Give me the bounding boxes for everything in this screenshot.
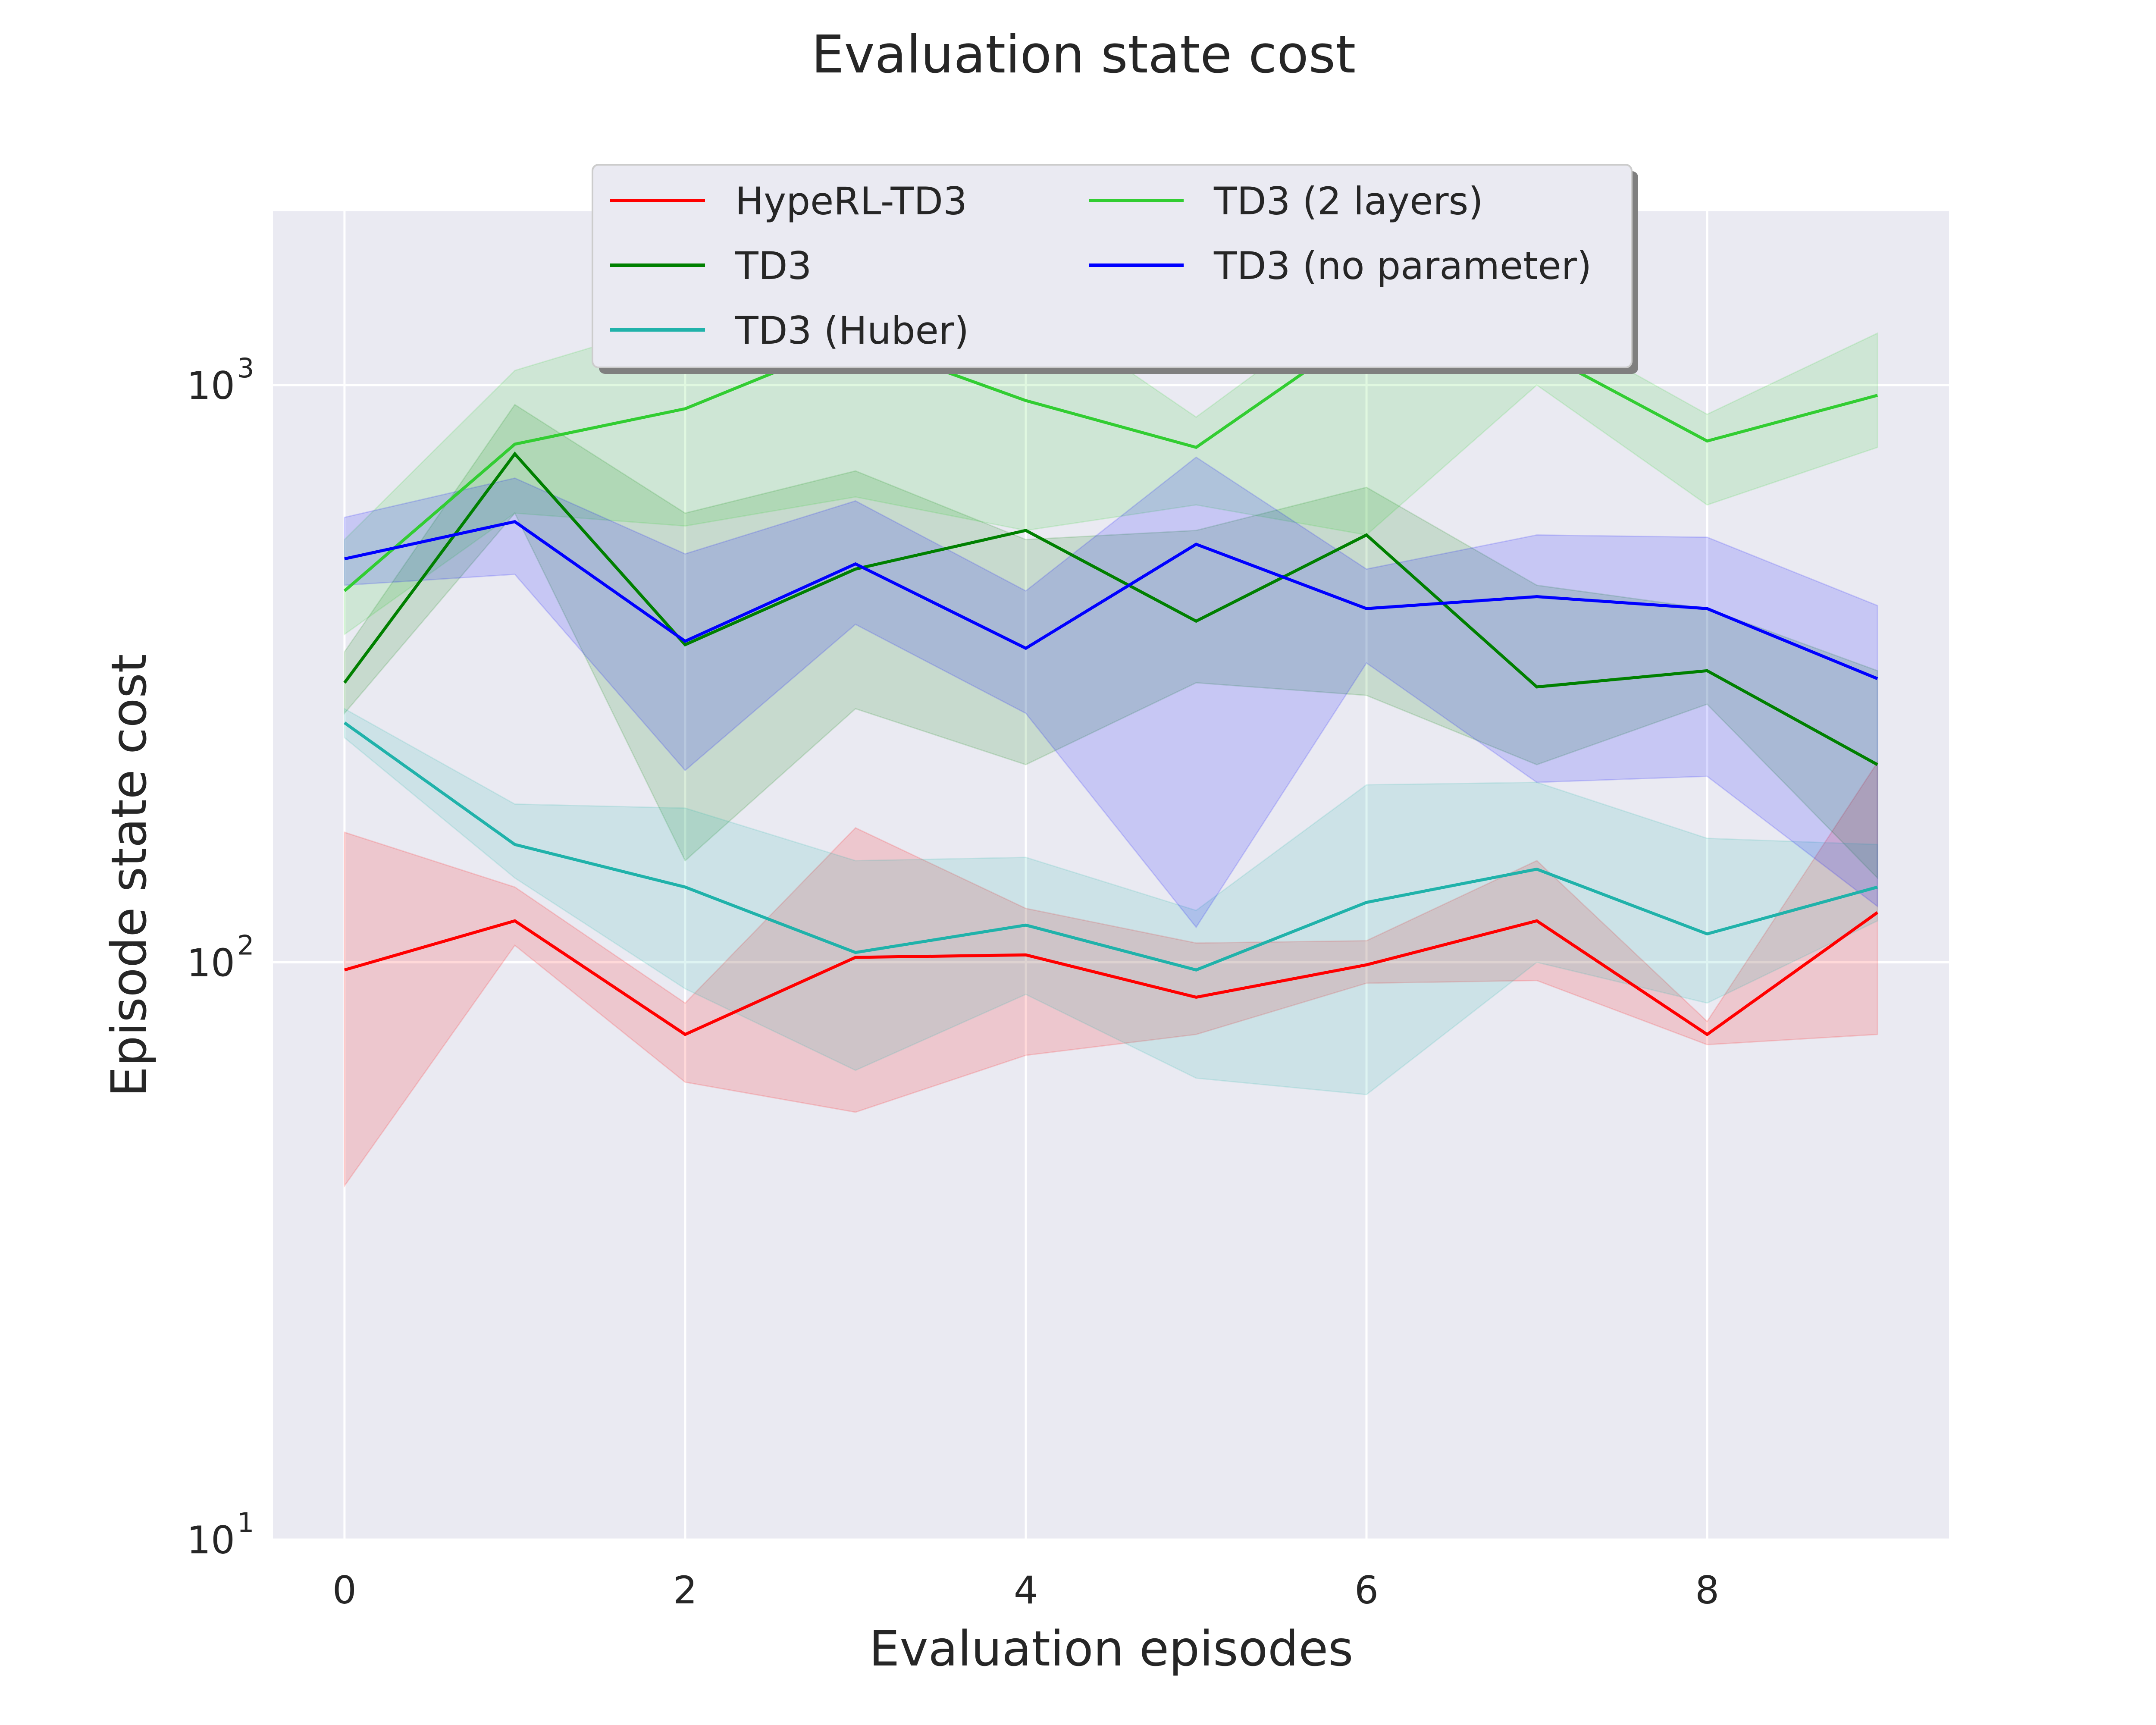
confidence-bands (344, 291, 1878, 1188)
y-tick-label: 10 (187, 1518, 235, 1562)
series-line-hyperl-td3 (344, 911, 1879, 1036)
legend-label: HypeRL-TD3 (735, 179, 967, 223)
plot-area (273, 211, 1949, 1540)
legend-label: TD3 (no parameter) (1213, 244, 1592, 288)
x-tick-label: 8 (1695, 1568, 1719, 1612)
x-tick-labels: 0 2 4 6 8 (332, 1568, 1719, 1612)
x-axis-label: Evaluation episodes (869, 1621, 1354, 1677)
series-line-td3 (343, 451, 1878, 766)
series-line-td3-2-layers (343, 327, 1878, 592)
y-tick-label: 10 (187, 364, 235, 408)
y-tick-exponent: 1 (237, 1507, 254, 1538)
series-line-td3-no-parameter (344, 520, 1878, 681)
chart-title: Evaluation state cost (812, 25, 1356, 85)
y-tick-exponent: 3 (237, 352, 254, 384)
x-tick-label: 4 (1014, 1568, 1038, 1612)
y-tick-exponent: 2 (237, 929, 254, 961)
x-tick-label: 0 (332, 1568, 357, 1612)
legend-entry-td3-huber: TD3 (Huber) (610, 308, 969, 353)
band-td3 (344, 404, 1878, 880)
legend-label: TD3 (735, 244, 812, 288)
legend-entry-td3-no-parameter: TD3 (no parameter) (1089, 244, 1592, 288)
legend: HypeRL-TD3 TD3 TD3 (Huber) TD3 (2 layers) TD… (592, 164, 1638, 374)
band-hyperl-td3 (344, 760, 1878, 1188)
band-td3-no-parameter (344, 456, 1878, 928)
series-line-td3-huber (343, 721, 1878, 972)
x-tick-label: 6 (1354, 1568, 1379, 1612)
series-lines (343, 327, 1879, 1036)
legend-entry-td3: TD3 (610, 244, 812, 288)
band-td3-huber (344, 707, 1878, 1095)
legend-label: TD3 (2 layers) (1213, 179, 1483, 223)
legend-entry-hyperl-td3: HypeRL-TD3 (610, 179, 967, 223)
legend-entry-td3-2-layers: TD3 (2 layers) (1089, 179, 1483, 223)
grid-lines (273, 211, 1949, 1541)
y-tick-label: 10 (187, 941, 235, 985)
y-axis-label: Episode state cost (101, 654, 157, 1097)
legend-label: TD3 (Huber) (735, 308, 969, 353)
x-tick-label: 2 (673, 1568, 697, 1612)
